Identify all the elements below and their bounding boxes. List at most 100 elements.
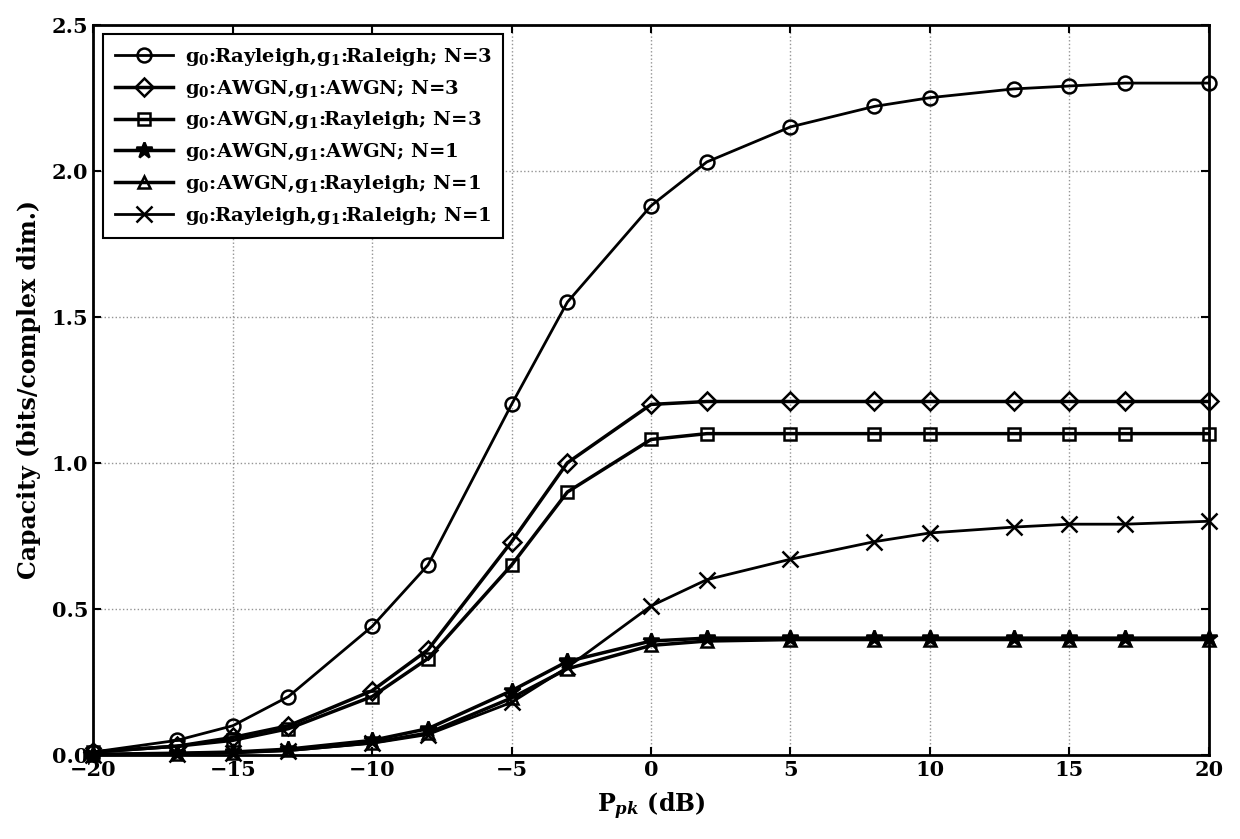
g$_0$:Rayleigh,g$_1$:Raleigh; N=3: [1117, 78, 1132, 88]
g$_0$:Rayleigh,g$_1$:Raleigh; N=1: [699, 575, 714, 585]
X-axis label: P$_{pk}$ (dB): P$_{pk}$ (dB): [596, 791, 706, 822]
g$_0$:AWGN,g$_1$:AWGN; N=1: [923, 633, 937, 644]
Line: g$_0$:AWGN,g$_1$:Rayleigh; N=1: g$_0$:AWGN,g$_1$:Rayleigh; N=1: [87, 633, 1215, 761]
g$_0$:AWGN,g$_1$:AWGN; N=1: [505, 685, 520, 696]
g$_0$:AWGN,g$_1$:AWGN; N=3: [505, 537, 520, 547]
g$_0$:AWGN,g$_1$:Rayleigh; N=3: [281, 723, 296, 733]
g$_0$:AWGN,g$_1$:Rayleigh; N=3: [560, 487, 575, 497]
g$_0$:Rayleigh,g$_1$:Raleigh; N=3: [1061, 81, 1076, 91]
g$_0$:AWGN,g$_1$:AWGN; N=3: [1061, 397, 1076, 407]
g$_0$:AWGN,g$_1$:AWGN; N=1: [1061, 633, 1076, 644]
g$_0$:Rayleigh,g$_1$:Raleigh; N=3: [226, 721, 241, 731]
g$_0$:AWGN,g$_1$:Rayleigh; N=1: [560, 664, 575, 674]
g$_0$:Rayleigh,g$_1$:Raleigh; N=1: [867, 537, 882, 547]
g$_0$:AWGN,g$_1$:AWGN; N=3: [923, 397, 937, 407]
g$_0$:AWGN,g$_1$:AWGN; N=1: [86, 749, 100, 759]
g$_0$:Rayleigh,g$_1$:Raleigh; N=1: [1117, 519, 1132, 529]
g$_0$:AWGN,g$_1$:Rayleigh; N=1: [86, 749, 100, 759]
g$_0$:AWGN,g$_1$:Rayleigh; N=1: [420, 728, 435, 738]
g$_0$:AWGN,g$_1$:Rayleigh; N=1: [226, 748, 241, 758]
g$_0$:AWGN,g$_1$:Rayleigh; N=3: [1061, 429, 1076, 439]
g$_0$:AWGN,g$_1$:AWGN; N=3: [1117, 397, 1132, 407]
g$_0$:Rayleigh,g$_1$:Raleigh; N=3: [560, 297, 575, 307]
g$_0$:AWGN,g$_1$:Rayleigh; N=1: [281, 745, 296, 755]
g$_0$:AWGN,g$_1$:AWGN; N=1: [644, 636, 658, 646]
g$_0$:Rayleigh,g$_1$:Raleigh; N=1: [560, 662, 575, 672]
Line: g$_0$:AWGN,g$_1$:AWGN; N=3: g$_0$:AWGN,g$_1$:AWGN; N=3: [87, 395, 1215, 758]
g$_0$:AWGN,g$_1$:AWGN; N=3: [86, 747, 100, 757]
g$_0$:AWGN,g$_1$:Rayleigh; N=3: [365, 691, 379, 701]
g$_0$:Rayleigh,g$_1$:Raleigh; N=1: [782, 555, 797, 565]
g$_0$:Rayleigh,g$_1$:Raleigh; N=1: [226, 748, 241, 758]
g$_0$:Rayleigh,g$_1$:Raleigh; N=3: [420, 560, 435, 571]
g$_0$:AWGN,g$_1$:AWGN; N=1: [170, 748, 185, 758]
g$_0$:AWGN,g$_1$:Rayleigh; N=3: [699, 429, 714, 439]
g$_0$:Rayleigh,g$_1$:Raleigh; N=1: [170, 748, 185, 758]
g$_0$:Rayleigh,g$_1$:Raleigh; N=3: [782, 122, 797, 132]
g$_0$:AWGN,g$_1$:Rayleigh; N=3: [1202, 429, 1216, 439]
g$_0$:AWGN,g$_1$:Rayleigh; N=3: [867, 429, 882, 439]
g$_0$:AWGN,g$_1$:AWGN; N=1: [560, 656, 575, 666]
g$_0$:Rayleigh,g$_1$:Raleigh; N=3: [365, 622, 379, 632]
g$_0$:Rayleigh,g$_1$:Raleigh; N=1: [923, 528, 937, 538]
g$_0$:AWGN,g$_1$:AWGN; N=1: [1117, 633, 1132, 644]
g$_0$:Rayleigh,g$_1$:Raleigh; N=3: [699, 157, 714, 167]
g$_0$:AWGN,g$_1$:AWGN; N=3: [365, 685, 379, 696]
g$_0$:AWGN,g$_1$:Rayleigh; N=3: [1006, 429, 1021, 439]
Legend: g$_0$:Rayleigh,g$_1$:Raleigh; N=3, g$_0$:AWGN,g$_1$:AWGN; N=3, g$_0$:AWGN,g$_1$:: g$_0$:Rayleigh,g$_1$:Raleigh; N=3, g$_0$…: [103, 34, 503, 238]
g$_0$:AWGN,g$_1$:AWGN; N=3: [560, 458, 575, 468]
g$_0$:AWGN,g$_1$:Rayleigh; N=1: [1061, 634, 1076, 644]
Y-axis label: Capacity (bits/complex dim.): Capacity (bits/complex dim.): [16, 201, 41, 579]
Line: g$_0$:AWGN,g$_1$:AWGN; N=1: g$_0$:AWGN,g$_1$:AWGN; N=1: [84, 630, 1218, 763]
g$_0$:AWGN,g$_1$:Rayleigh; N=3: [170, 741, 185, 751]
g$_0$:AWGN,g$_1$:Rayleigh; N=1: [782, 634, 797, 644]
g$_0$:Rayleigh,g$_1$:Raleigh; N=1: [1061, 519, 1076, 529]
g$_0$:AWGN,g$_1$:AWGN; N=1: [420, 723, 435, 733]
g$_0$:Rayleigh,g$_1$:Raleigh; N=3: [867, 102, 882, 112]
Line: g$_0$:Rayleigh,g$_1$:Raleigh; N=3: g$_0$:Rayleigh,g$_1$:Raleigh; N=3: [87, 76, 1215, 759]
g$_0$:AWGN,g$_1$:AWGN; N=1: [226, 747, 241, 757]
g$_0$:AWGN,g$_1$:Rayleigh; N=1: [923, 634, 937, 644]
g$_0$:Rayleigh,g$_1$:Raleigh; N=1: [1006, 522, 1021, 532]
g$_0$:Rayleigh,g$_1$:Raleigh; N=3: [1202, 78, 1216, 88]
g$_0$:AWGN,g$_1$:AWGN; N=1: [1202, 633, 1216, 644]
g$_0$:Rayleigh,g$_1$:Raleigh; N=3: [923, 92, 937, 102]
g$_0$:AWGN,g$_1$:Rayleigh; N=1: [365, 737, 379, 748]
g$_0$:AWGN,g$_1$:Rayleigh; N=3: [226, 735, 241, 745]
g$_0$:AWGN,g$_1$:Rayleigh; N=3: [644, 435, 658, 445]
g$_0$:AWGN,g$_1$:AWGN; N=3: [420, 644, 435, 654]
g$_0$:AWGN,g$_1$:Rayleigh; N=1: [1202, 634, 1216, 644]
g$_0$:AWGN,g$_1$:Rayleigh; N=1: [699, 636, 714, 646]
g$_0$:AWGN,g$_1$:Rayleigh; N=3: [420, 654, 435, 664]
g$_0$:Rayleigh,g$_1$:Raleigh; N=1: [505, 697, 520, 707]
g$_0$:AWGN,g$_1$:AWGN; N=1: [867, 633, 882, 644]
g$_0$:AWGN,g$_1$:Rayleigh; N=1: [1006, 634, 1021, 644]
g$_0$:Rayleigh,g$_1$:Raleigh; N=3: [644, 201, 658, 211]
g$_0$:AWGN,g$_1$:Rayleigh; N=3: [782, 429, 797, 439]
g$_0$:AWGN,g$_1$:AWGN; N=3: [170, 741, 185, 751]
g$_0$:AWGN,g$_1$:AWGN; N=3: [644, 399, 658, 409]
g$_0$:AWGN,g$_1$:AWGN; N=3: [226, 732, 241, 743]
g$_0$:AWGN,g$_1$:AWGN; N=3: [867, 397, 882, 407]
g$_0$:AWGN,g$_1$:AWGN; N=3: [1006, 397, 1021, 407]
Line: g$_0$:AWGN,g$_1$:Rayleigh; N=3: g$_0$:AWGN,g$_1$:Rayleigh; N=3: [87, 427, 1215, 758]
g$_0$:AWGN,g$_1$:Rayleigh; N=3: [923, 429, 937, 439]
g$_0$:AWGN,g$_1$:Rayleigh; N=1: [644, 640, 658, 650]
g$_0$:AWGN,g$_1$:AWGN; N=1: [782, 633, 797, 644]
g$_0$:Rayleigh,g$_1$:Raleigh; N=3: [505, 399, 520, 409]
g$_0$:AWGN,g$_1$:AWGN; N=3: [699, 397, 714, 407]
g$_0$:AWGN,g$_1$:AWGN; N=3: [1202, 397, 1216, 407]
g$_0$:Rayleigh,g$_1$:Raleigh; N=1: [86, 749, 100, 759]
g$_0$:Rayleigh,g$_1$:Raleigh; N=1: [281, 746, 296, 756]
g$_0$:AWGN,g$_1$:AWGN; N=3: [281, 721, 296, 731]
g$_0$:AWGN,g$_1$:Rayleigh; N=1: [1117, 634, 1132, 644]
g$_0$:Rayleigh,g$_1$:Raleigh; N=1: [365, 738, 379, 748]
g$_0$:AWGN,g$_1$:AWGN; N=1: [281, 744, 296, 754]
g$_0$:Rayleigh,g$_1$:Raleigh; N=3: [170, 735, 185, 745]
g$_0$:AWGN,g$_1$:Rayleigh; N=3: [1117, 429, 1132, 439]
g$_0$:AWGN,g$_1$:AWGN; N=1: [699, 633, 714, 644]
g$_0$:Rayleigh,g$_1$:Raleigh; N=3: [86, 747, 100, 757]
g$_0$:AWGN,g$_1$:AWGN; N=1: [1006, 633, 1021, 644]
g$_0$:Rayleigh,g$_1$:Raleigh; N=1: [420, 729, 435, 739]
g$_0$:Rayleigh,g$_1$:Raleigh; N=3: [281, 691, 296, 701]
